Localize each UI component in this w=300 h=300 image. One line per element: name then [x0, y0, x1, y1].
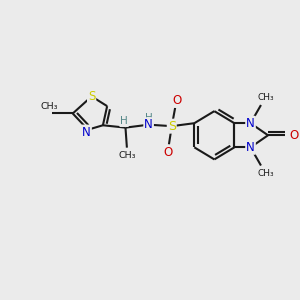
Text: S: S: [88, 90, 95, 103]
Text: N: N: [246, 141, 255, 154]
Text: CH₃: CH₃: [118, 151, 136, 160]
Text: CH₃: CH₃: [257, 169, 274, 178]
Text: N: N: [82, 125, 91, 139]
Text: CH₃: CH₃: [40, 102, 58, 111]
Text: N: N: [246, 117, 255, 130]
Text: O: O: [290, 129, 299, 142]
Text: N: N: [144, 118, 153, 131]
Text: O: O: [172, 94, 181, 107]
Text: H: H: [120, 116, 128, 126]
Text: CH₃: CH₃: [257, 93, 274, 102]
Text: S: S: [168, 120, 176, 133]
Text: O: O: [163, 146, 172, 159]
Text: H: H: [145, 113, 153, 123]
